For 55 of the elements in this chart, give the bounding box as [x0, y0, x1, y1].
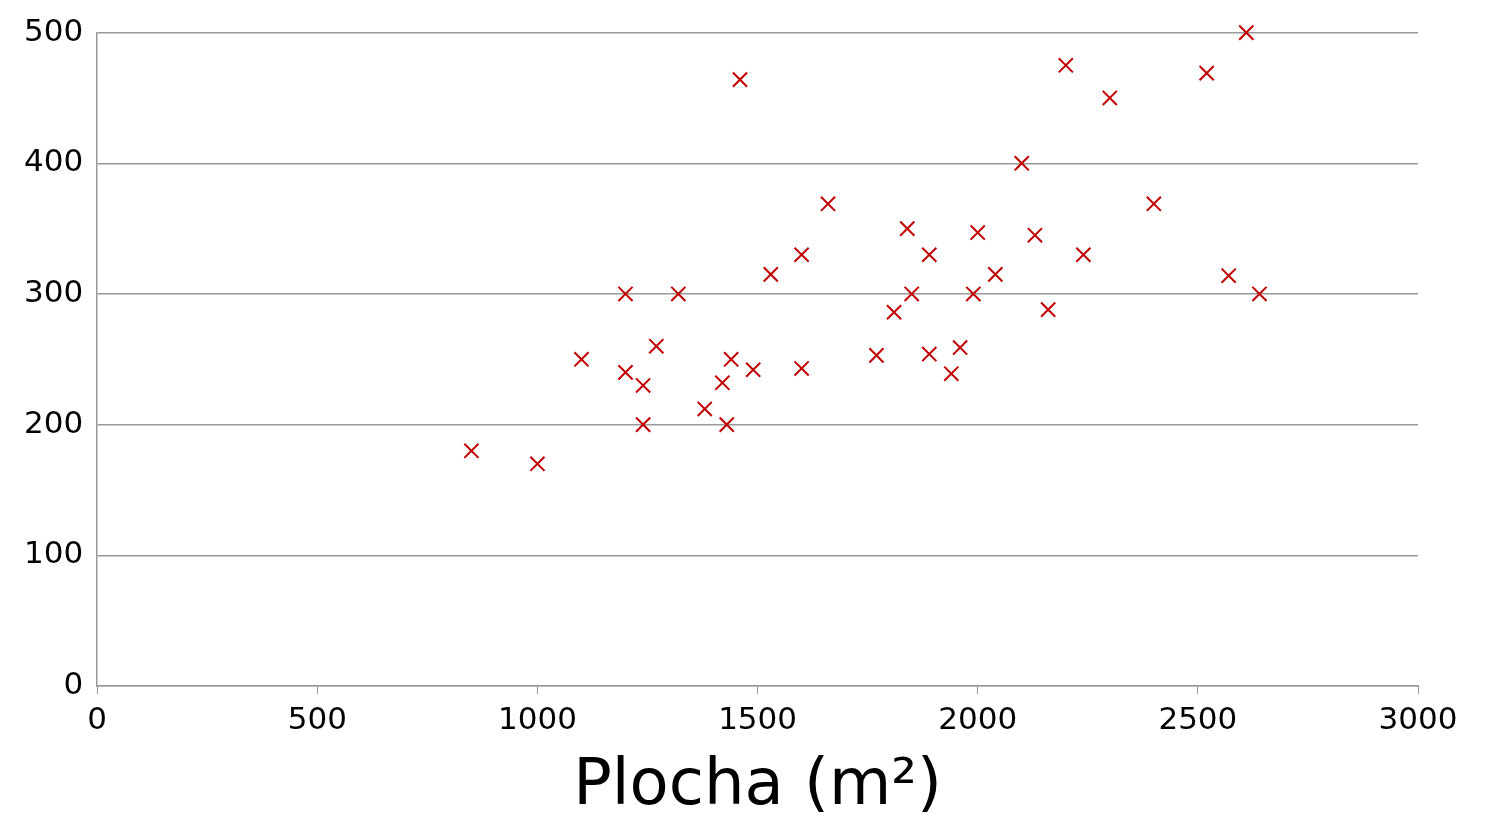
- x-axis-title: Plocha (m²): [573, 745, 942, 820]
- point: [819, 195, 837, 212]
- y-tick-label: 300: [24, 273, 84, 310]
- point: [573, 351, 590, 368]
- point: [529, 455, 546, 472]
- point: [987, 266, 1004, 283]
- point: [1251, 285, 1268, 303]
- point: [1198, 65, 1215, 82]
- point: [903, 285, 920, 303]
- point: [793, 360, 810, 377]
- point: [868, 347, 885, 364]
- point: [899, 220, 916, 237]
- point: [617, 285, 634, 303]
- point: [886, 304, 903, 321]
- point: [718, 416, 735, 433]
- point: [745, 361, 762, 378]
- point: [1075, 246, 1092, 263]
- point: [1040, 301, 1057, 318]
- y-tick-label: 500: [24, 11, 84, 48]
- y-tick-label: 0: [63, 665, 84, 702]
- point: [1220, 267, 1237, 284]
- point: [1145, 195, 1162, 212]
- point: [969, 224, 986, 241]
- y-tick-label: 100: [24, 534, 84, 571]
- point: [943, 365, 960, 382]
- point: [670, 285, 687, 303]
- point: [1101, 89, 1118, 107]
- x-tick-label: 1500: [718, 699, 798, 736]
- point: [731, 71, 749, 88]
- x-tick-label: 500: [287, 699, 347, 736]
- y-tick-label: 200: [24, 403, 84, 440]
- point: [952, 339, 969, 356]
- point: [921, 246, 938, 263]
- point: [696, 400, 713, 418]
- point: [617, 364, 634, 381]
- point: [762, 266, 779, 283]
- y-tick-label: 400: [24, 142, 84, 179]
- point: [1057, 57, 1074, 74]
- x-tick-label: 3000: [1378, 699, 1458, 736]
- point: [1238, 24, 1255, 41]
- point: [635, 416, 652, 433]
- point: [648, 338, 665, 355]
- point: [463, 442, 480, 459]
- x-tick-label: 1000: [497, 699, 577, 736]
- point: [921, 346, 938, 363]
- point: [965, 285, 982, 303]
- point: [793, 246, 810, 263]
- point: [1026, 227, 1044, 244]
- x-tick-label: 2500: [1158, 699, 1238, 736]
- point: [723, 351, 740, 368]
- point: [714, 374, 731, 391]
- x-tick-label: 2000: [938, 699, 1018, 736]
- x-tick-label: 0: [87, 699, 108, 736]
- point: [1013, 155, 1030, 172]
- point: [635, 377, 652, 394]
